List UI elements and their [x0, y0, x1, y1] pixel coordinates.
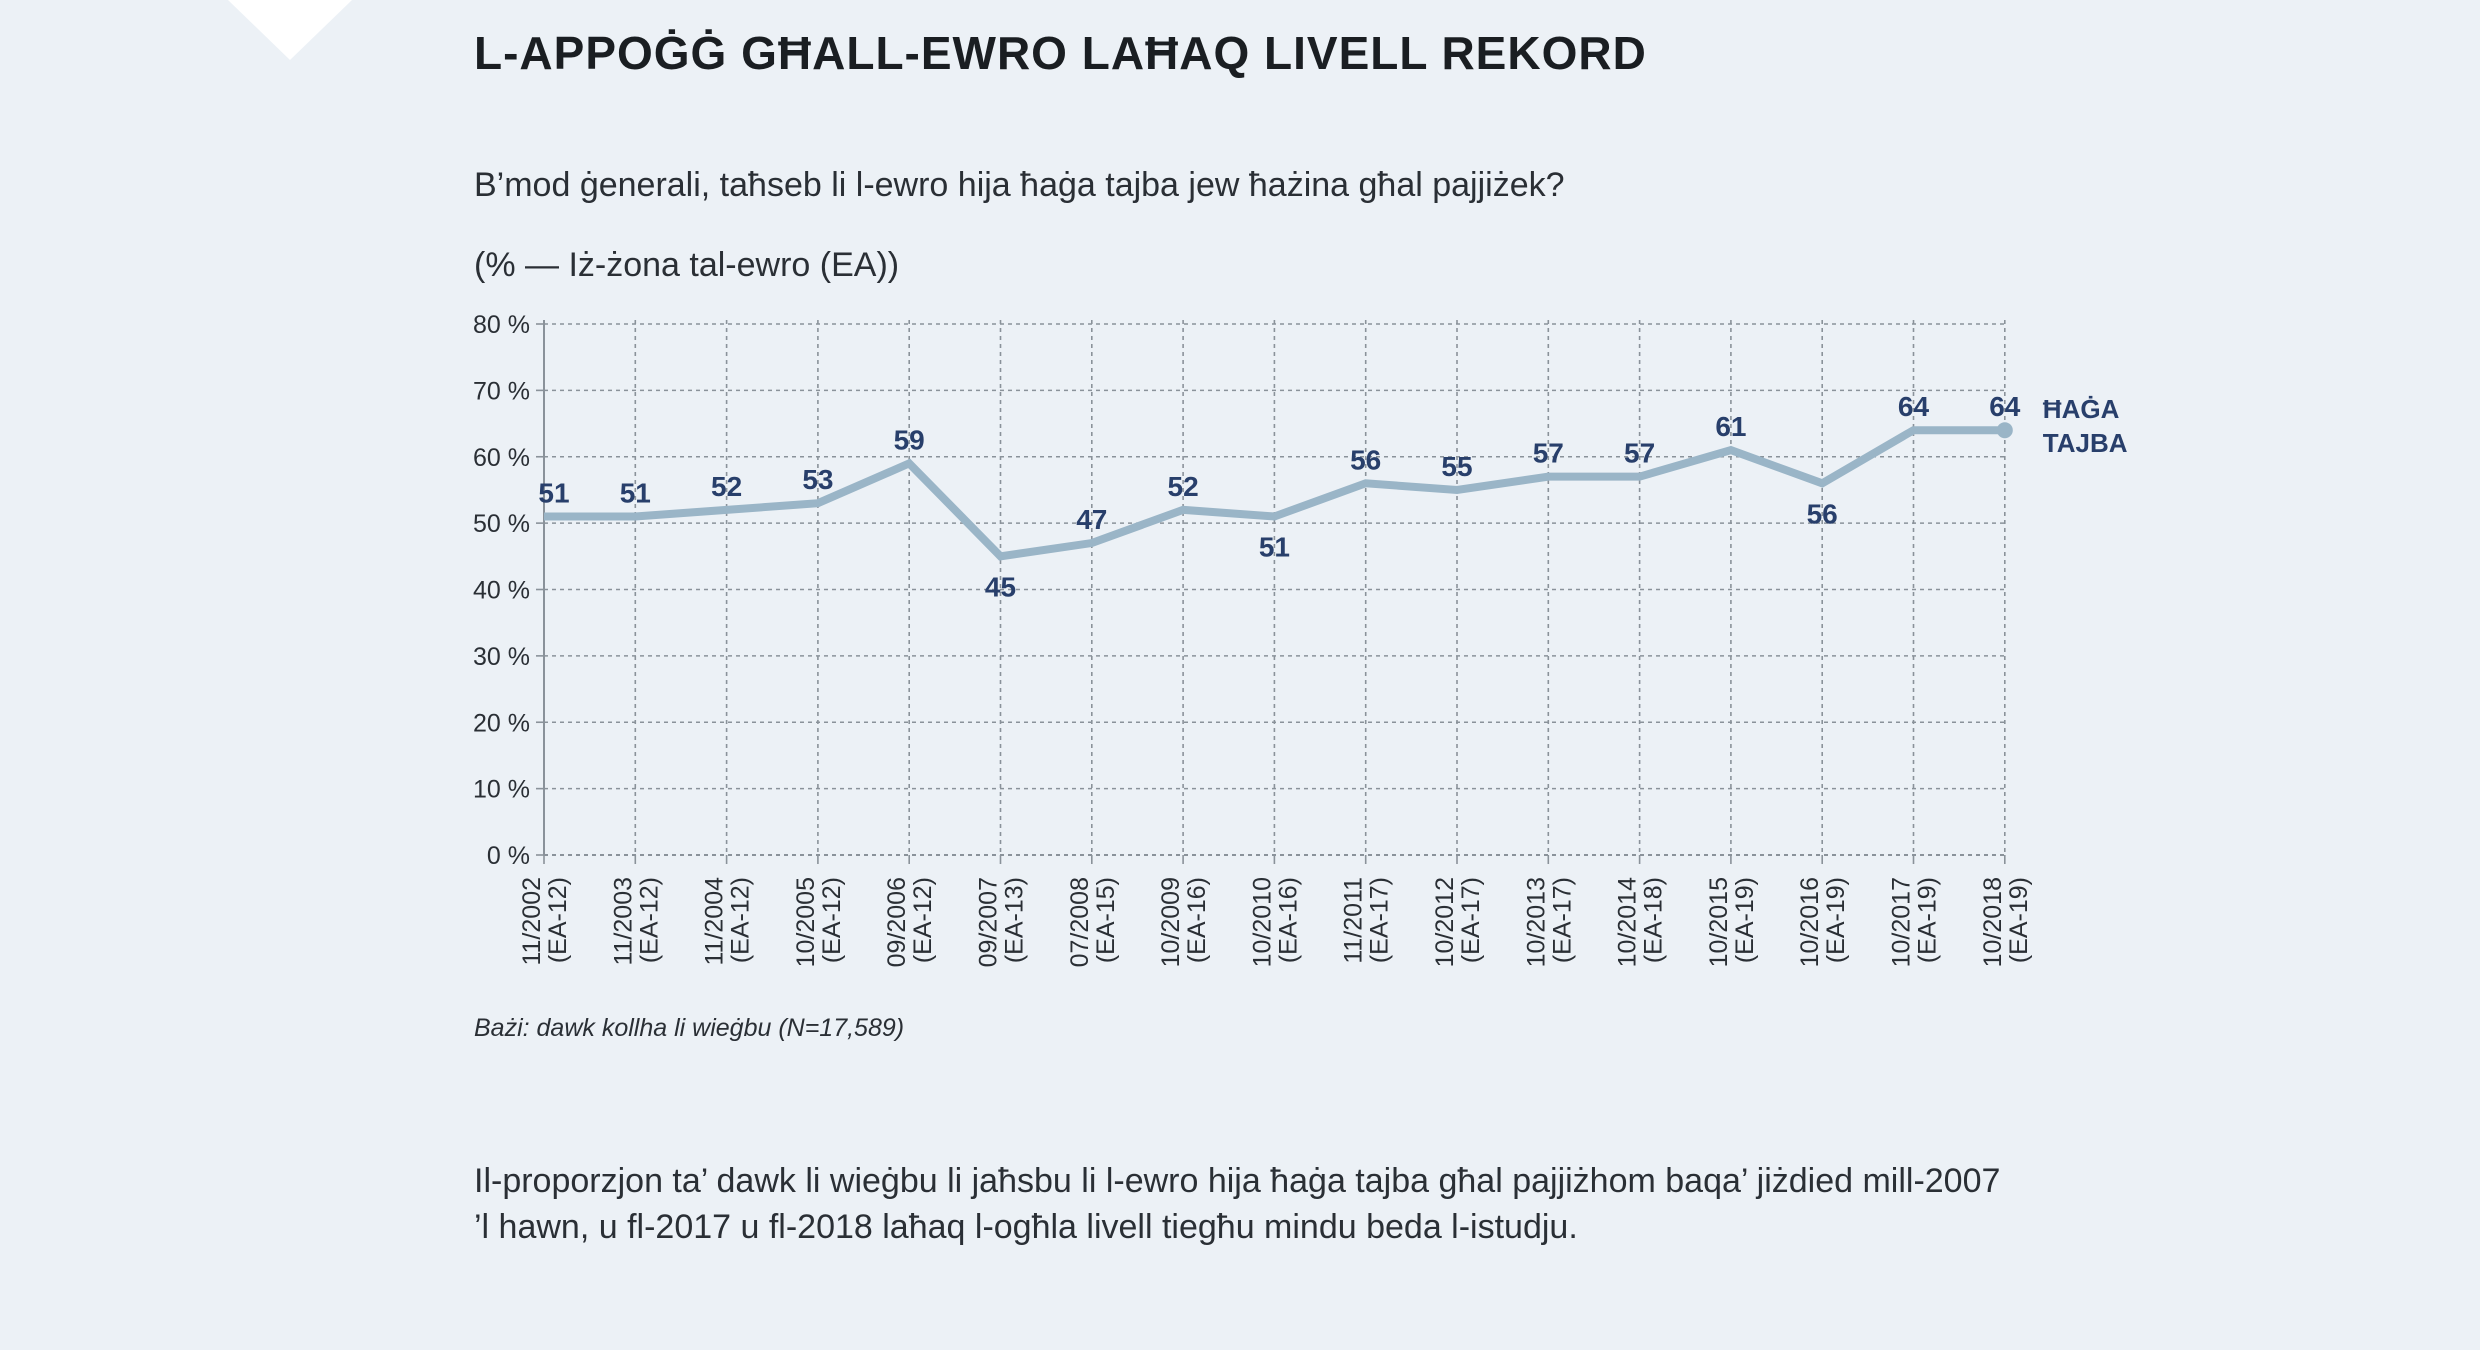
series-layer	[544, 422, 2013, 561]
data-label: 64	[1989, 391, 2021, 422]
x-tick-date: 11/2002	[518, 877, 546, 966]
data-label: 52	[711, 471, 742, 502]
data-label: 51	[1259, 531, 1290, 562]
x-tick-label: 10/2015(EA-19)	[1705, 877, 1759, 967]
y-tick-label: 60 %	[473, 444, 530, 472]
x-tick-label: 11/2011(EA-17)	[1340, 877, 1394, 964]
y-tick-label: 50 %	[473, 510, 530, 538]
x-tick-date: 07/2008	[1066, 877, 1094, 967]
x-tick-date: 10/2012	[1431, 877, 1459, 967]
x-tick-date: 10/2014	[1614, 877, 1642, 967]
x-tick-label: 11/2004(EA-12)	[701, 877, 755, 966]
x-tick-zone: (EA-19)	[1822, 877, 1850, 963]
data-label: 57	[1624, 438, 1655, 469]
data-labels: 51 51 52 53 59 45 47 52 51 56 55 57 57 61 56 64 64	[538, 391, 2020, 602]
series-end-marker	[1996, 422, 2013, 439]
survey-question: B’mod ġenerali, taħseb li l-ewro hija ħa…	[474, 166, 1565, 204]
y-tick-label: 20 %	[473, 709, 530, 737]
unit-note: (% — Iż-żona tal-ewro (EA))	[474, 246, 900, 284]
x-tick-label: 10/2014(EA-18)	[1614, 877, 1668, 967]
series-line	[544, 426, 2005, 561]
chart-axes	[536, 320, 2006, 864]
y-tick-labels: 0 % 10 % 20 % 30 % 40 % 50 % 60 % 70 % 80 %	[473, 311, 530, 870]
x-tick-zone: (EA-13)	[1001, 877, 1029, 963]
series-name-line: ĦAĠA	[2043, 394, 2120, 424]
x-tick-date: 10/2009	[1157, 877, 1185, 967]
x-tick-zone: (EA-12)	[818, 877, 846, 963]
data-label: 56	[1350, 444, 1381, 475]
x-tick-label: 10/2009(EA-16)	[1157, 877, 1211, 967]
x-tick-date: 10/2017	[1888, 877, 1916, 967]
data-label: 64	[1898, 391, 1930, 422]
summary-line-1: Il-proporzjon ta’ dawk li wieġbu li jaħs…	[474, 1162, 2001, 1200]
page-title: L-APPOĠĠ GĦALL-EWRO LAĦAQ LIVELL REKORD	[474, 27, 1647, 79]
y-tick-label: 40 %	[473, 577, 530, 605]
x-tick-date: 10/2005	[792, 877, 820, 967]
x-tick-zone: (EA-12)	[544, 877, 572, 963]
y-tick-label: 30 %	[473, 643, 530, 671]
x-tick-date: 10/2016	[1796, 877, 1824, 967]
x-tick-zone: (EA-17)	[1366, 877, 1394, 963]
x-tick-zone: (EA-16)	[1183, 877, 1211, 963]
x-tick-zone: (EA-12)	[635, 877, 663, 963]
x-tick-zone: (EA-12)	[727, 877, 755, 963]
data-label: 51	[538, 477, 569, 508]
x-tick-date: 09/2006	[883, 877, 911, 967]
y-tick-label: 0 %	[487, 842, 530, 870]
x-tick-label: 10/2018(EA-19)	[1979, 877, 2033, 967]
x-tick-date: 11/2004	[701, 877, 729, 966]
series-name-line: TAJBA	[2043, 428, 2128, 458]
x-tick-date: 11/2011	[1340, 877, 1368, 964]
data-label: 56	[1807, 498, 1838, 529]
x-tick-zone: (EA-15)	[1092, 877, 1120, 963]
data-label: 55	[1441, 451, 1472, 482]
x-tick-zone: (EA-12)	[909, 877, 937, 963]
x-tick-label: 10/2016(EA-19)	[1796, 877, 1850, 967]
data-label: 59	[894, 424, 925, 455]
x-tick-zone: (EA-17)	[1548, 877, 1576, 963]
series-name-label: ĦAĠA TAJBA	[2043, 394, 2128, 458]
data-label: 53	[802, 464, 833, 495]
x-tick-label: 11/2003(EA-12)	[609, 877, 663, 966]
summary-text: Il-proporzjon ta’ dawk li wieġbu li jaħs…	[474, 1158, 2114, 1250]
x-tick-label: 10/2017(EA-19)	[1888, 877, 1942, 967]
x-tick-label: 10/2013(EA-17)	[1522, 877, 1576, 967]
data-label: 52	[1168, 471, 1199, 502]
x-tick-zone: (EA-19)	[1914, 877, 1942, 963]
y-tick-label: 80 %	[473, 311, 530, 339]
x-tick-date: 10/2010	[1248, 877, 1276, 967]
base-note: Bażi: dawk kollha li wieġbu (N=17,589)	[474, 1014, 905, 1042]
x-tick-labels: 11/2002(EA-12) 11/2003(EA-12) 11/2004(EA-1…	[518, 877, 2033, 967]
y-tick-label: 70 %	[473, 377, 530, 405]
x-tick-date: 10/2018	[1979, 877, 2007, 967]
x-tick-date: 10/2013	[1522, 877, 1550, 967]
x-tick-zone: (EA-19)	[2005, 877, 2033, 963]
summary-line-2: ’l hawn, u fl-2017 u fl-2018 laħaq l-ogħ…	[474, 1208, 1578, 1246]
x-tick-label: 10/2010(EA-16)	[1248, 877, 1302, 967]
line-chart: 0 % 10 % 20 % 30 % 40 % 50 % 60 % 70 % 80 % 11/2…	[473, 311, 2128, 967]
x-tick-label: 07/2008(EA-15)	[1066, 877, 1120, 967]
x-tick-label: 09/2006(EA-12)	[883, 877, 937, 967]
corner-notch-decoration	[228, 0, 352, 60]
x-tick-date: 09/2007	[975, 877, 1003, 967]
x-tick-label: 10/2005(EA-12)	[792, 877, 846, 967]
x-tick-zone: (EA-19)	[1731, 877, 1759, 963]
data-label: 47	[1076, 504, 1107, 535]
data-label: 51	[620, 477, 651, 508]
x-tick-date: 11/2003	[609, 877, 637, 966]
data-label: 57	[1533, 438, 1564, 469]
y-tick-label: 10 %	[473, 776, 530, 804]
x-tick-zone: (EA-16)	[1274, 877, 1302, 963]
x-tick-date: 10/2015	[1705, 877, 1733, 967]
x-tick-label: 09/2007(EA-13)	[975, 877, 1029, 967]
x-tick-zone: (EA-18)	[1640, 877, 1668, 963]
x-tick-label: 10/2012(EA-17)	[1431, 877, 1485, 967]
x-tick-zone: (EA-17)	[1457, 877, 1485, 963]
data-label: 61	[1715, 411, 1746, 442]
data-label: 45	[985, 571, 1016, 602]
x-tick-label: 11/2002(EA-12)	[518, 877, 572, 966]
grid-lines	[544, 320, 2006, 855]
